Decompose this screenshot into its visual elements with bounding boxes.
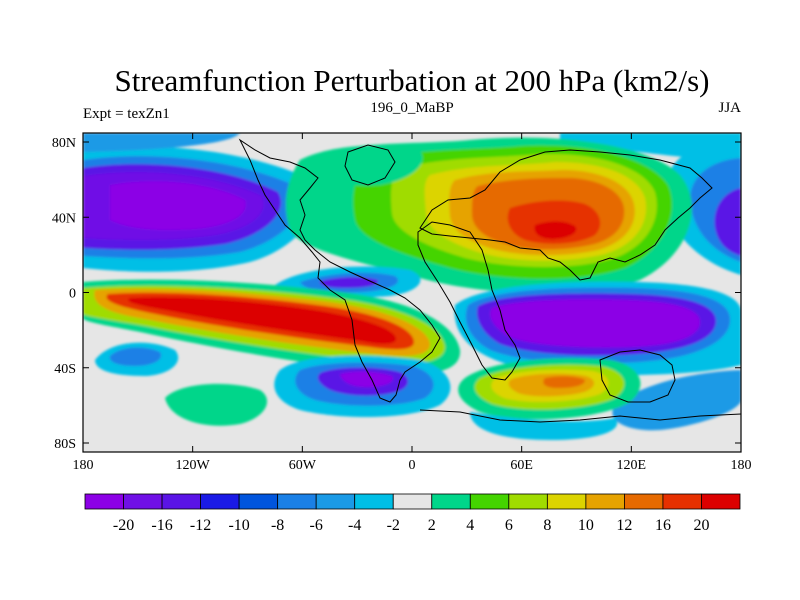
contour-east-3 — [714, 188, 741, 256]
y-tick-label: 40S — [54, 362, 76, 377]
contour-sepac-1 — [165, 383, 268, 426]
contour-sind-5 — [543, 376, 585, 388]
colorbar-label: 6 — [505, 517, 513, 534]
colorbar-swatch — [354, 493, 394, 510]
contour-arctic-blue — [83, 133, 240, 152]
colorbar-label: -4 — [348, 517, 361, 534]
experiment-label: Expt = texZn1 — [83, 106, 170, 122]
colorbar-swatch — [662, 493, 702, 510]
chart-title: Streamfunction Perturbation at 200 hPa (… — [115, 63, 710, 98]
colorbar: -20 -16 -12 -10 -8 -6 -4 -2 2 4 6 8 10 12 16 20 — [84, 493, 741, 534]
coast-americas — [238, 138, 441, 403]
colorbar-swatch — [392, 493, 433, 510]
contour-spac-5 — [128, 297, 397, 344]
contour-swpac-2 — [109, 347, 162, 366]
colorbar-swatch — [238, 493, 279, 510]
colorbar-label: 20 — [693, 517, 709, 534]
y-axis: 80N 40N 0 40S 80S — [52, 136, 741, 452]
contour-field — [83, 133, 741, 440]
season-label: JJA — [718, 100, 741, 116]
x-tick-label: 60W — [289, 458, 317, 473]
colorbar-swatch — [508, 493, 548, 510]
colorbar-swatch — [161, 493, 201, 510]
colorbar-label: 8 — [543, 517, 551, 534]
colorbar-swatch — [469, 493, 510, 510]
colorbar-label: -6 — [310, 517, 323, 534]
colorbar-swatch — [701, 493, 741, 510]
colorbar-swatch — [585, 493, 625, 510]
colorbar-label: -2 — [387, 517, 400, 534]
colorbar-label: -10 — [228, 517, 249, 534]
colorbar-label: -16 — [151, 517, 172, 534]
colorbar-swatch — [546, 493, 587, 510]
coast-antarctica — [419, 409, 741, 423]
contour-asia-8 — [534, 221, 577, 240]
coast-greenland — [344, 144, 396, 186]
y-tick-label: 40N — [52, 211, 76, 226]
x-tick-label: 60E — [510, 458, 533, 473]
colorbar-swatch — [431, 493, 471, 510]
coast-africa — [417, 221, 521, 381]
colorbar-label: 10 — [578, 517, 594, 534]
x-axis: 180 120W 60W 0 60E 120E 180 — [73, 133, 752, 473]
colorbar-swatch — [123, 493, 163, 510]
colorbar-swatch — [84, 493, 124, 510]
colorbar-label: 12 — [616, 517, 632, 534]
contour-satl-4 — [340, 371, 393, 388]
contour-tatl-3 — [319, 277, 379, 288]
colorbar-label: -8 — [271, 517, 284, 534]
x-tick-label: 120W — [176, 458, 211, 473]
y-tick-label: 80N — [52, 136, 76, 151]
colorbar-swatch — [624, 493, 664, 510]
contour-namerica-green — [300, 145, 423, 186]
colorbar-label: 4 — [466, 517, 474, 534]
colorbar-label: -12 — [190, 517, 211, 534]
plot-area — [83, 133, 741, 452]
x-tick-label: 180 — [731, 458, 752, 473]
coastlines — [238, 138, 741, 423]
y-tick-label: 0 — [69, 287, 76, 302]
contour-io-4 — [490, 299, 700, 348]
colorbar-label: 16 — [655, 517, 671, 534]
contour-npac-5 — [110, 181, 246, 230]
case-label: 196_0_MaBP — [370, 100, 453, 116]
colorbar-label: -20 — [113, 517, 134, 534]
x-tick-label: 120E — [617, 458, 647, 473]
coast-australia — [599, 349, 676, 403]
x-tick-label: 180 — [73, 458, 94, 473]
x-tick-label: 0 — [409, 458, 416, 473]
y-tick-label: 80S — [54, 437, 76, 452]
colorbar-swatch — [277, 493, 317, 510]
colorbar-label: 2 — [428, 517, 436, 534]
colorbar-swatch — [315, 493, 356, 510]
coast-eurasia — [419, 149, 713, 281]
contour-so-cyan — [470, 412, 618, 440]
colorbar-swatch — [200, 493, 240, 510]
